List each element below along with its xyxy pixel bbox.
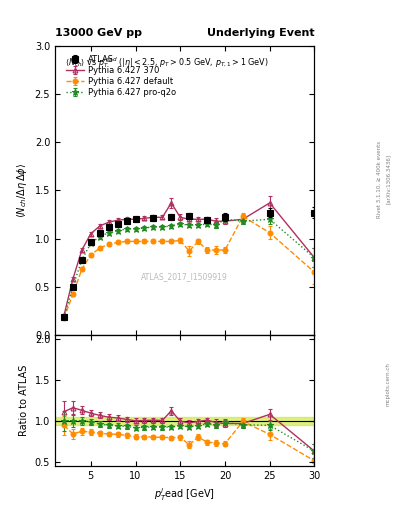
- Text: ATLAS_2017_I1509919: ATLAS_2017_I1509919: [141, 272, 228, 282]
- Text: Underlying Event: Underlying Event: [207, 28, 314, 38]
- X-axis label: $p_T^l$ead [GeV]: $p_T^l$ead [GeV]: [154, 486, 215, 503]
- Text: Rivet 3.1.10, ≥ 400k events: Rivet 3.1.10, ≥ 400k events: [377, 141, 382, 218]
- Text: mcplots.cern.ch: mcplots.cern.ch: [386, 362, 391, 406]
- Bar: [55, 417, 314, 425]
- Legend: ATLAS, Pythia 6.427 370, Pythia 6.427 default, Pythia 6.427 pro-q2o: ATLAS, Pythia 6.427 370, Pythia 6.427 de…: [64, 53, 178, 99]
- Y-axis label: $\langle N_{ch}/ \Delta\eta\, \Delta\phi \rangle$: $\langle N_{ch}/ \Delta\eta\, \Delta\phi…: [15, 163, 29, 218]
- Text: [arXiv:1306.3436]: [arXiv:1306.3436]: [386, 154, 391, 204]
- Text: 13000 GeV pp: 13000 GeV pp: [55, 28, 142, 38]
- Y-axis label: Ratio to ATLAS: Ratio to ATLAS: [19, 365, 29, 436]
- Text: $\langle N_{ch}\rangle$ vs $p_T^{lead}$ ($|\eta| < 2.5$, $p_T > 0.5$ GeV, $p_{T,: $\langle N_{ch}\rangle$ vs $p_T^{lead}$ …: [65, 55, 269, 70]
